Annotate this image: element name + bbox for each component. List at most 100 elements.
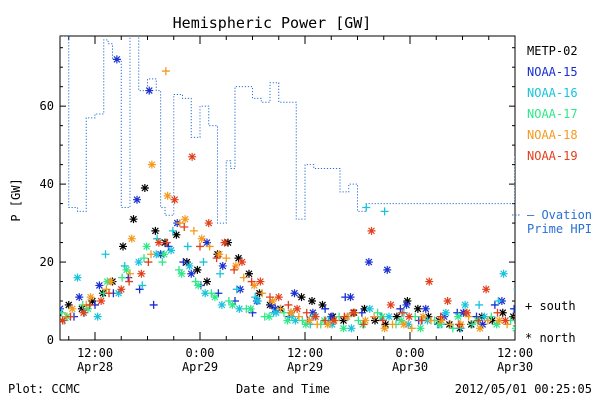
marker-noaa-19-north [443,297,452,306]
marker-noaa-19-south [196,242,204,251]
marker-metp-02-north [562,317,570,325]
marker-noaa-17-north [511,324,515,332]
marker-noaa-19-north [425,277,434,286]
marker-metp-02-north [88,297,97,306]
marker-noaa-17-north [194,281,203,290]
marker-noaa-16-south [138,281,147,290]
marker-noaa-19-north [367,226,376,235]
marker-metp-02-north [308,297,316,306]
marker-noaa-16-north [185,261,194,270]
marker-noaa-15-north [133,195,141,204]
marker-noaa-19-north [521,266,529,274]
marker-noaa-18-south [205,242,214,251]
marker-metp-02-north [318,300,327,309]
marker-noaa-18-north [231,261,240,270]
marker-noaa-15-south [214,289,223,298]
marker-noaa-15-north [34,317,42,325]
marker-noaa-19-north [170,195,179,204]
marker-noaa-18-south [239,273,248,282]
marker-noaa-15-south [179,258,188,267]
marker-noaa-19-north [501,316,510,325]
y-tick-label: 0 [47,333,54,347]
marker-noaa-19-north [97,297,106,306]
marker-noaa-16-north [385,312,393,321]
marker-noaa-19-north [137,269,146,278]
marker-noaa-19-south [25,324,33,332]
marker-noaa-19-north [117,285,126,294]
marker-noaa-17-south [175,265,183,274]
marker-noaa-19-south [212,254,221,263]
marker-noaa-17-south [373,308,382,317]
marker-noaa-16-north [93,312,102,321]
marker-noaa-15-north [290,289,299,298]
ovation-line [60,36,515,224]
marker-noaa-19-north [60,316,67,325]
marker-noaa-19-north [405,312,414,321]
marker-noaa-18-north [380,324,389,333]
marker-metp-02-north [151,226,160,235]
marker-noaa-16-north [253,297,262,306]
marker-metp-02-north [520,317,528,325]
marker-noaa-18-south [147,250,155,259]
marker-noaa-18-north [399,320,408,329]
marker-noaa-17-south [242,304,251,313]
marker-noaa-15-north [203,238,211,247]
marker-noaa-17-north [22,324,30,332]
marker-noaa-17-south [298,316,307,325]
marker-noaa-18-south [276,304,285,313]
marker-noaa-18-north [419,312,428,321]
marker-noaa-19-south [436,312,445,321]
y-tick-label: 60 [40,99,54,113]
legend-item-noaa-15: NOAA-15 [527,65,578,79]
marker-noaa-16-south [183,242,192,251]
marker-metp-02-north [140,184,149,192]
marker-noaa-17-north [210,293,219,302]
marker-noaa-18-north [250,281,259,290]
marker-noaa-16-north [461,300,470,309]
marker-noaa-15-north [308,308,317,317]
marker-noaa-18-north [197,234,206,243]
marker-noaa-17-north [550,313,558,321]
plot-area: 020406012:00Apr280:00Apr2912:00Apr290:00… [0,35,600,374]
marker-noaa-19-north [220,238,229,247]
y-axis-label: P [GW] [9,178,23,221]
marker-noaa-15-south [0,305,5,313]
marker-noaa-16-north [404,320,413,329]
marker-noaa-18-south [126,269,134,278]
legend: METP-02 NOAA-15 NOAA-16 NOAA-17 NOAA-18 NOAA-… [512,44,592,345]
marker-noaa-17-north [339,324,348,333]
marker-noaa-16-north [537,289,545,297]
marker-noaa-17-north [378,312,386,321]
marker-noaa-15-north [383,265,392,274]
marker-metp-02-north [488,316,497,325]
marker-noaa-17-north [492,320,501,329]
marker-noaa-16-south [40,324,48,332]
marker-noaa-19-north [462,308,471,317]
marker-noaa-17-north [160,250,169,259]
marker-noaa-17-south [140,254,148,263]
marker-noaa-19-south [266,293,274,302]
marker-noaa-16-south [570,289,578,297]
marker-noaa-15-north [327,312,336,321]
marker-metp-02-north [245,269,253,278]
marker-noaa-18-north [147,160,156,169]
marker-noaa-17-south [118,273,127,282]
marker-noaa-15-south [149,300,158,309]
marker-noaa-16-north [291,316,300,325]
legend-item-metp-02: METP-02 [527,44,578,58]
marker-noaa-18-south [388,320,397,329]
marker-noaa-17-north [177,269,186,278]
marker-noaa-18-north [49,313,57,321]
marker-noaa-16-south [475,300,484,309]
plot-data [0,36,600,333]
marker-noaa-16-north [272,308,281,317]
marker-metp-02-north [530,320,538,328]
marker-noaa-19-south [493,308,502,317]
marker-noaa-17-south [37,320,45,328]
marker-noaa-17-north [397,316,406,325]
marker-noaa-18-south [407,324,416,333]
marker-metp-02-north [593,317,600,325]
marker-noaa-19-north [578,309,586,317]
marker-noaa-17-south [564,313,572,321]
